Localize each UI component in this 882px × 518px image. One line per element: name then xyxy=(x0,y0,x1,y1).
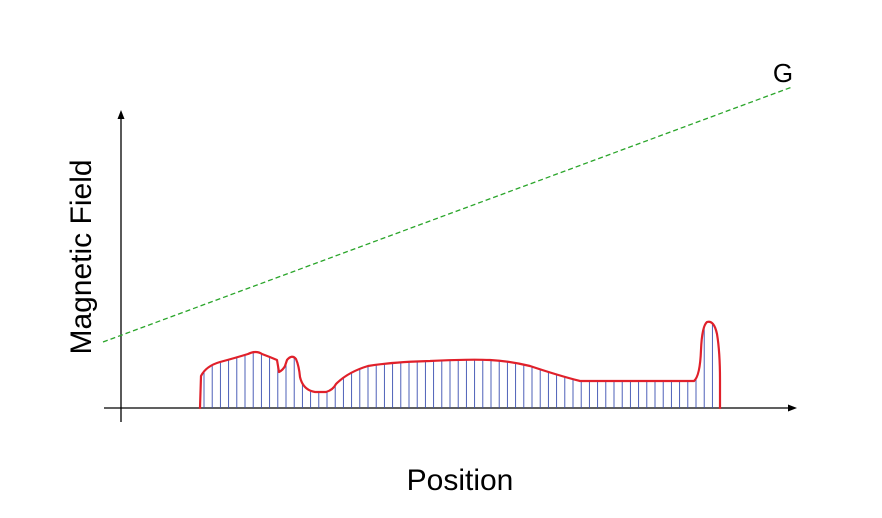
object-hatching xyxy=(203,321,713,408)
object-profile xyxy=(198,320,722,410)
gradient-label: G xyxy=(773,58,793,88)
x-axis-arrowhead xyxy=(788,404,797,412)
axes xyxy=(104,110,797,422)
object-outline xyxy=(198,320,722,410)
y-axis-arrowhead xyxy=(117,110,125,119)
x-axis-label: Position xyxy=(407,464,514,497)
gradient-line xyxy=(102,86,793,343)
y-axis-label: Magnetic Field xyxy=(65,159,98,354)
